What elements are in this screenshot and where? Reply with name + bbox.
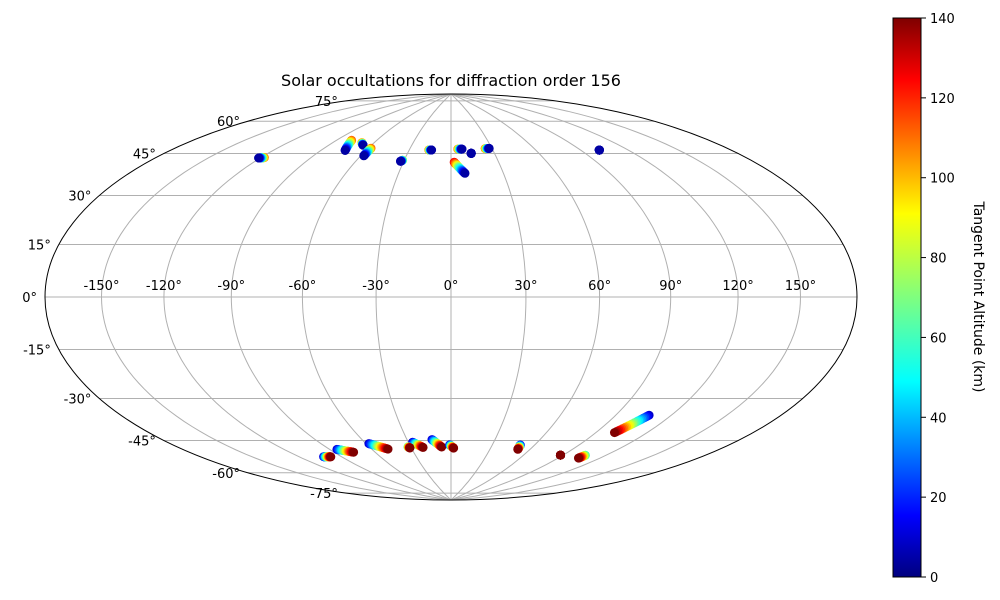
occultation-points [254, 135, 654, 463]
occultation-point [610, 428, 619, 438]
occultation-point [594, 145, 604, 155]
colorbar-tick-label: 20 [930, 491, 947, 506]
lat-tick-label: -30° [64, 393, 92, 408]
occultation-point [396, 156, 405, 166]
occultation-point [484, 143, 494, 153]
lat-tick-label: 30° [68, 190, 91, 205]
colorbar-tick-label: 140 [930, 12, 955, 27]
occultation-point [574, 453, 583, 463]
occultation-point [405, 443, 415, 453]
occultation-point [449, 443, 459, 453]
lat-tick-label: 75° [315, 95, 338, 110]
occultation-point [349, 447, 359, 457]
occultation-point [466, 148, 476, 158]
occultation-point [340, 146, 350, 155]
colorbar-tick-label: 60 [930, 331, 947, 346]
lon-tick-label: -120° [146, 279, 182, 294]
lon-tick-label: -150° [83, 279, 119, 294]
occultation-point [418, 442, 428, 452]
occultation-point [383, 444, 393, 454]
colorbar-tick-label: 40 [930, 411, 947, 426]
lat-tick-label: -75° [310, 487, 338, 502]
lat-tick-label: 0° [22, 291, 37, 306]
colorbar-gradient [892, 17, 922, 578]
graticule-grid [45, 94, 857, 500]
latitude-tick-labels: 75° 60° 45° 30° 15° 0° -15° -30° -45° -60° -75° [22, 95, 338, 502]
occultation-point [556, 450, 565, 460]
lat-tick-label: -45° [128, 435, 156, 450]
colorbar-tick-label: 120 [930, 92, 955, 107]
colorbar-ticks: 0 20 40 60 80 100 120 140 [921, 12, 955, 586]
colorbar-tick-label: 100 [930, 172, 955, 187]
occultation-point [359, 151, 369, 161]
lat-tick-label: -15° [23, 344, 51, 359]
chart-title: Solar occultations for diffraction order… [281, 71, 621, 90]
lon-tick-label: -90° [217, 279, 245, 294]
lon-tick-label: 30° [514, 279, 537, 294]
occultation-point [358, 140, 368, 150]
lat-tick-label: 15° [28, 238, 51, 253]
occultation-point [326, 452, 336, 462]
map-boundary [44, 93, 858, 501]
lat-tick-label: -60° [212, 467, 240, 482]
lon-tick-label: 60° [588, 279, 611, 294]
lon-tick-label: 120° [722, 279, 753, 294]
lon-tick-label: -30° [362, 279, 390, 294]
occultation-point [457, 144, 467, 154]
lat-tick-label: 60° [217, 115, 240, 130]
colorbar-tick-label: 80 [930, 252, 947, 267]
colorbar: 0 20 40 60 80 100 120 140 Tangent Point Altitud… [892, 12, 986, 586]
colorbar-tick-label: 0 [930, 571, 938, 586]
lon-tick-label: 150° [785, 279, 816, 294]
lon-tick-label: 90° [659, 279, 682, 294]
lon-tick-label: 0° [444, 279, 459, 294]
occultation-point [513, 444, 523, 454]
occultation-point [427, 145, 437, 155]
occultation-point [437, 442, 447, 452]
lon-tick-label: -60° [289, 279, 317, 294]
occultation-point [254, 153, 264, 163]
lat-tick-label: 45° [133, 147, 156, 162]
colorbar-label: Tangent Point Altitude (km) [970, 200, 986, 392]
occultation-point [460, 168, 470, 178]
longitude-tick-labels: -150° -120° -90° -60° -30° 0° 30° 60° 90° 120° 150… [83, 279, 816, 294]
